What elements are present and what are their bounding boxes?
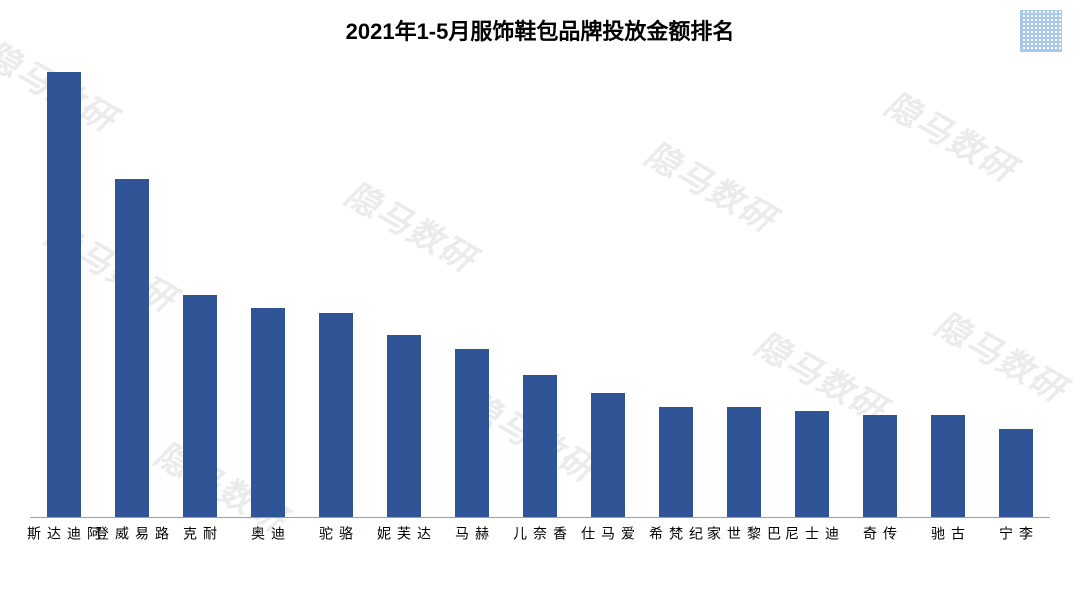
bar-slot: 巴黎世家 [710, 72, 778, 518]
x-axis-label: 爱马仕 [578, 526, 638, 540]
chart-plot-area: 阿迪达斯路易威登耐克迪奥骆驼达芙妮赫马香奈儿爱马仕纪梵希巴黎世家迪士尼传奇古驰李… [30, 72, 1050, 518]
bar-slot: 达芙妮 [370, 72, 438, 518]
x-axis-label: 香奈儿 [510, 526, 570, 540]
bar [319, 313, 353, 518]
bar-slot: 赫马 [438, 72, 506, 518]
qr-code-icon [1020, 10, 1062, 52]
bar-slot: 耐克 [166, 72, 234, 518]
bar [183, 295, 217, 518]
bar [727, 407, 761, 519]
bar-slot: 爱马仕 [574, 72, 642, 518]
bar [659, 407, 693, 519]
bar-container: 阿迪达斯路易威登耐克迪奥骆驼达芙妮赫马香奈儿爱马仕纪梵希巴黎世家迪士尼传奇古驰李… [30, 72, 1050, 518]
bar-slot: 阿迪达斯 [30, 72, 98, 518]
bar-slot: 香奈儿 [506, 72, 574, 518]
x-axis-label: 迪奥 [248, 526, 288, 540]
bar [251, 308, 285, 518]
x-axis-label: 纪梵希 [646, 526, 706, 540]
x-axis-label: 耐克 [180, 526, 220, 540]
bar [795, 411, 829, 518]
bar [863, 415, 897, 518]
bar-slot: 李宁 [982, 72, 1050, 518]
bar-slot: 古驰 [914, 72, 982, 518]
x-axis-label: 李宁 [996, 526, 1036, 540]
bar-slot: 传奇 [846, 72, 914, 518]
x-axis-line [30, 517, 1050, 518]
x-axis-label: 古驰 [928, 526, 968, 540]
bar-slot: 路易威登 [98, 72, 166, 518]
chart-title: 2021年1-5月服饰鞋包品牌投放金额排名 [0, 14, 1080, 46]
bar [999, 429, 1033, 518]
bar [591, 393, 625, 518]
x-axis-label: 骆驼 [316, 526, 356, 540]
bar-slot: 纪梵希 [642, 72, 710, 518]
x-axis-label: 达芙妮 [374, 526, 434, 540]
x-axis-label: 路易威登 [92, 526, 172, 540]
bar [115, 179, 149, 518]
x-axis-label: 巴黎世家 [704, 526, 784, 540]
bar [47, 72, 81, 518]
x-axis-label: 传奇 [860, 526, 900, 540]
x-axis-label: 赫马 [452, 526, 492, 540]
bar [455, 349, 489, 518]
bar-slot: 骆驼 [302, 72, 370, 518]
bar [387, 335, 421, 518]
bar [931, 415, 965, 518]
bar-slot: 迪士尼 [778, 72, 846, 518]
x-axis-label: 迪士尼 [782, 526, 842, 540]
bar-slot: 迪奥 [234, 72, 302, 518]
bar [523, 375, 557, 518]
